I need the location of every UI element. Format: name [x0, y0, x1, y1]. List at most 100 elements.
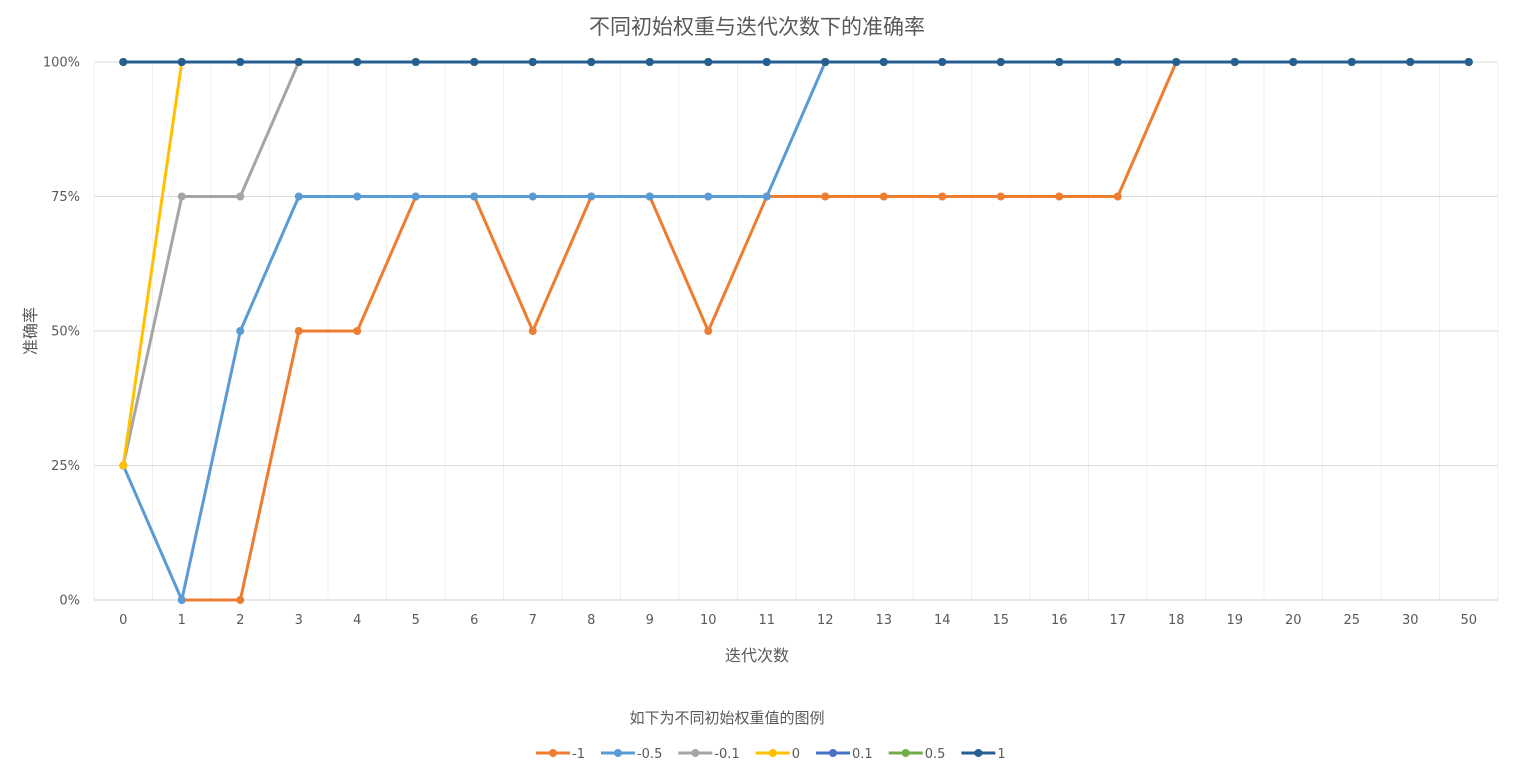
series-1	[119, 58, 1473, 66]
x-tick-label: 3	[295, 613, 303, 628]
data-point	[821, 58, 830, 66]
x-tick-label: 9	[646, 613, 654, 628]
data-point	[177, 58, 186, 66]
legend-marker	[768, 749, 777, 757]
data-point	[177, 192, 186, 201]
x-tick-label: 17	[1109, 613, 1126, 628]
data-point	[1347, 58, 1356, 66]
x-tick-label: 16	[1051, 613, 1068, 628]
data-point	[353, 58, 362, 66]
data-point	[704, 327, 713, 335]
legend-marker	[691, 749, 700, 757]
legend-marker	[829, 749, 837, 757]
data-point	[1113, 192, 1122, 201]
legend-label: 1	[997, 747, 1005, 762]
legend-item: -0.5	[600, 747, 662, 762]
grid	[93, 61, 1499, 601]
data-point	[294, 58, 303, 66]
data-point	[938, 192, 947, 201]
data-point	[996, 192, 1005, 201]
data-point	[1406, 58, 1415, 66]
legend-marker	[613, 749, 622, 757]
legend-item: 0.5	[888, 747, 946, 762]
x-tick-label: 12	[817, 613, 834, 628]
legend-item: 1	[961, 747, 1006, 762]
legend-label: -0.5	[637, 747, 662, 762]
data-point	[1289, 58, 1298, 66]
legend-title: 如下为不同初始权重值的图例	[629, 709, 824, 727]
data-point	[1113, 58, 1122, 66]
x-tick-label: 6	[470, 613, 478, 628]
legend-item: 0.1	[816, 747, 873, 762]
data-point	[938, 58, 947, 66]
data-point	[119, 58, 128, 66]
x-tick-label: 18	[1168, 613, 1185, 628]
data-point	[177, 596, 186, 604]
x-tick-label: 2	[236, 613, 244, 628]
data-point	[236, 192, 245, 201]
data-point	[587, 58, 596, 66]
data-point	[1172, 58, 1181, 66]
data-point	[528, 192, 537, 201]
data-point	[353, 327, 362, 335]
data-point	[294, 192, 303, 201]
data-point	[1055, 192, 1064, 201]
y-axis-title: 准确率	[21, 307, 40, 355]
legend-label: 0.1	[852, 747, 873, 762]
data-point	[236, 58, 245, 66]
data-point	[704, 58, 713, 66]
legend-label: -0.1	[714, 747, 739, 762]
data-point	[879, 58, 888, 66]
data-point	[879, 192, 888, 201]
x-tick-label: 5	[412, 613, 420, 628]
data-point	[587, 192, 596, 201]
data-point	[762, 192, 771, 201]
y-tick-label: 50%	[51, 325, 80, 340]
data-point	[470, 58, 479, 66]
data-point	[645, 58, 654, 66]
x-tick-label: 50	[1460, 613, 1477, 628]
y-axis-ticks: 0% 25% 50% 75% 100%	[43, 56, 80, 609]
data-point	[411, 58, 420, 66]
data-point	[704, 192, 713, 201]
series-group	[119, 58, 1473, 604]
y-tick-label: 0%	[59, 594, 80, 609]
x-tick-label: 19	[1226, 613, 1243, 628]
y-tick-label: 100%	[43, 56, 80, 71]
x-tick-label: 0	[119, 613, 127, 628]
legend-label: 0	[792, 747, 800, 762]
legend-label: 0.5	[925, 747, 946, 762]
data-point	[762, 58, 771, 66]
legend: -1 -0.5 -0.1 0 0.1 0.5 1	[536, 747, 1006, 762]
x-tick-label: 25	[1343, 613, 1360, 628]
data-point	[236, 596, 245, 604]
data-point	[528, 327, 537, 335]
data-point	[1464, 58, 1473, 66]
legend-item: -0.1	[678, 747, 740, 762]
x-tick-label: 11	[758, 613, 775, 628]
data-point	[528, 58, 537, 66]
x-tick-label: 14	[934, 613, 951, 628]
data-point	[411, 192, 420, 201]
legend-item: -1	[536, 747, 585, 762]
legend-marker	[901, 749, 910, 757]
legend-label: -1	[572, 747, 585, 762]
x-axis-ticks: 0 1 2 3 4 5 6 7 8 9 10 11 12 13 14 15 16 17 18 19 20 25 30 50	[119, 613, 1477, 628]
data-point	[236, 327, 245, 335]
y-tick-label: 75%	[51, 190, 80, 205]
x-tick-label: 1	[178, 613, 186, 628]
x-tick-label: 7	[529, 613, 537, 628]
chart-title: 不同初始权重与迭代次数下的准确率	[589, 15, 925, 39]
x-tick-label: 4	[353, 613, 361, 628]
x-axis-title: 迭代次数	[725, 646, 789, 665]
x-tick-label: 20	[1285, 613, 1302, 628]
data-point	[821, 192, 830, 201]
data-point	[294, 327, 303, 335]
x-tick-label: 10	[700, 613, 717, 628]
data-point	[1055, 58, 1064, 66]
data-point	[119, 461, 128, 470]
y-tick-label: 25%	[51, 459, 80, 474]
legend-item: 0	[755, 747, 800, 762]
legend-marker	[549, 749, 557, 757]
